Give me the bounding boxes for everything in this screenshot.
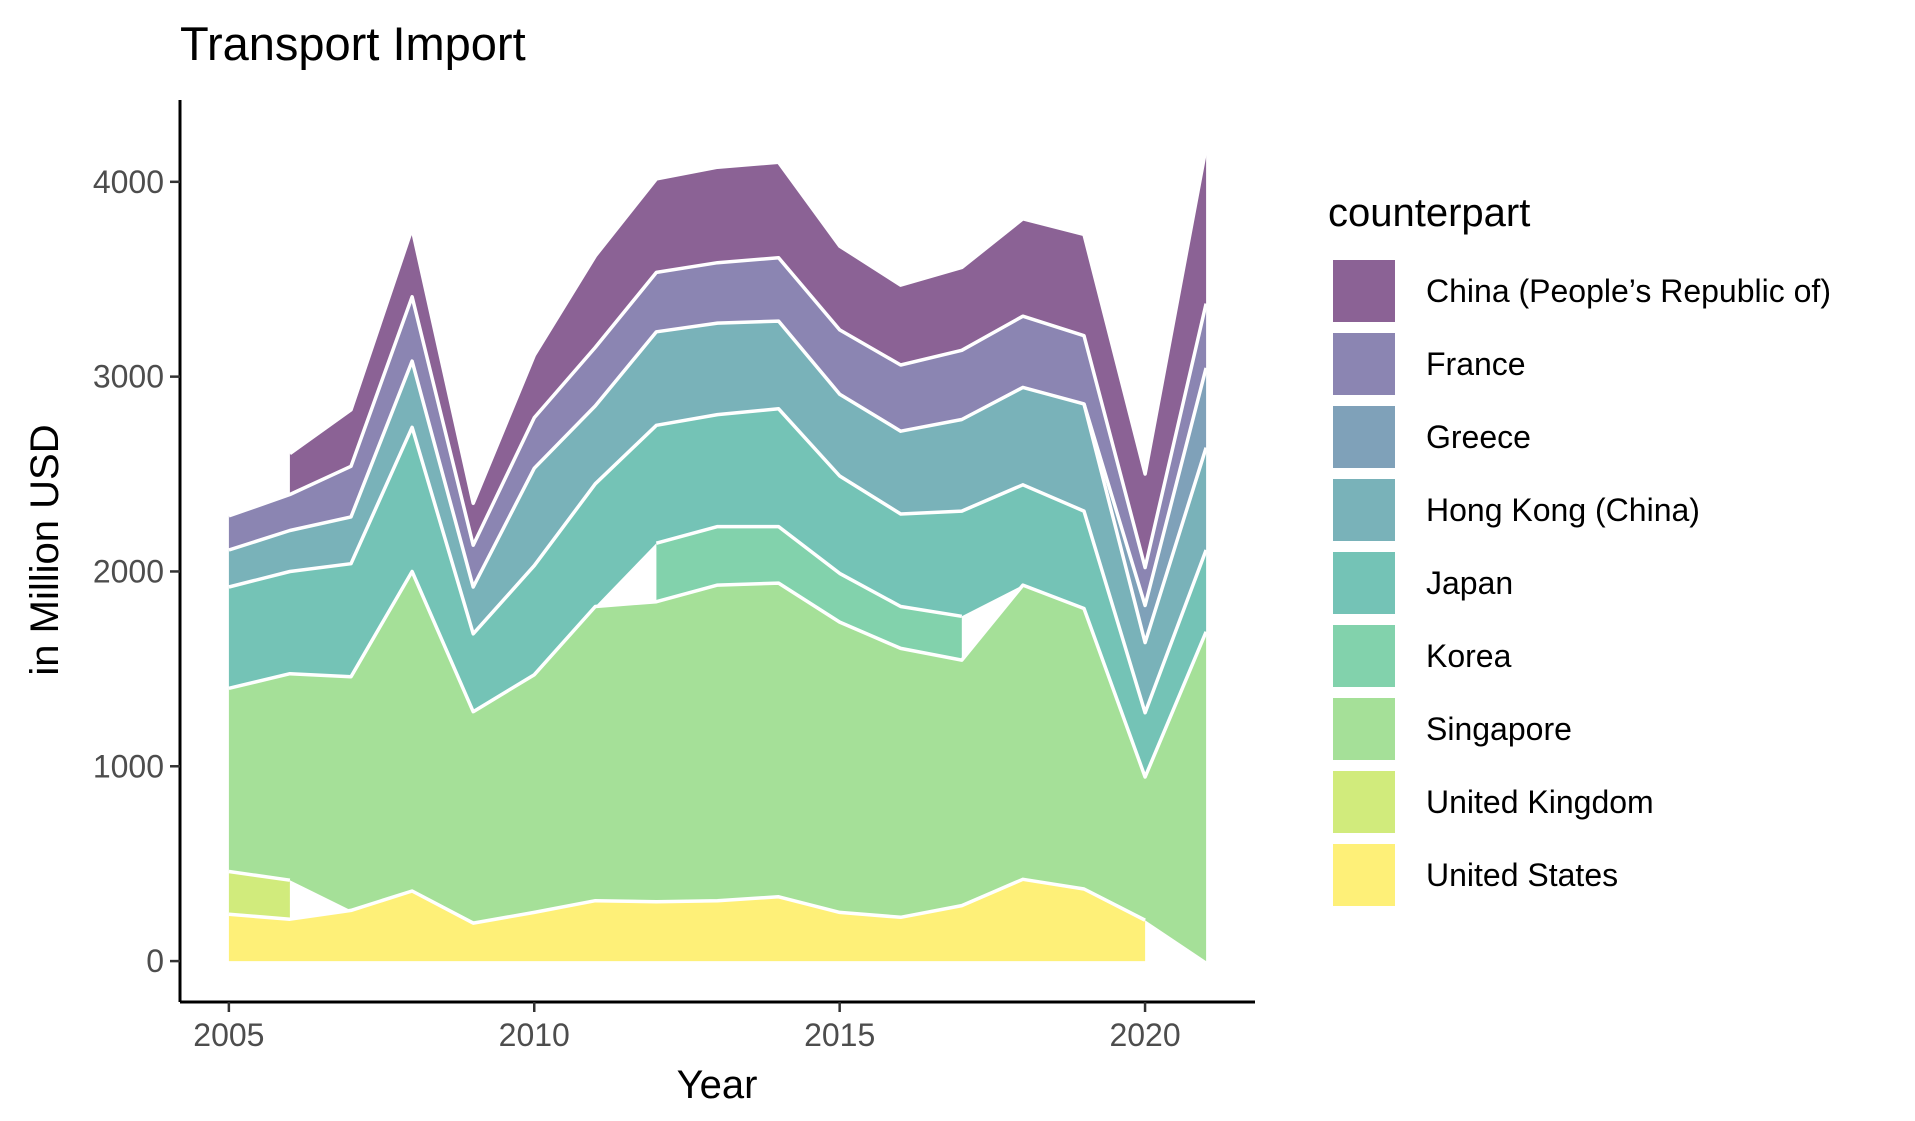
legend-key-greece xyxy=(1333,406,1395,468)
legend-label-france: France xyxy=(1426,346,1526,382)
boundary-singapore xyxy=(228,569,1208,779)
boundary-hong-kong-china xyxy=(228,319,1208,645)
legend-key-singapore xyxy=(1333,698,1395,760)
series-areas xyxy=(228,147,1207,962)
legend-label-united-kingdom: United Kingdom xyxy=(1426,784,1654,820)
legend-key-china-people-s-republic-of xyxy=(1333,260,1395,322)
y-tick-label: 1000 xyxy=(93,748,164,784)
boundary-united-kingdom xyxy=(228,869,291,882)
area-united-kingdom xyxy=(228,871,290,920)
x-axis-ticks: 2005 2010 2015 2020 xyxy=(193,1002,1181,1053)
area-hong-kong-china xyxy=(228,321,1207,713)
y-tick-label: 3000 xyxy=(93,359,164,395)
y-tick-label: 4000 xyxy=(93,164,164,200)
y-tick-label: 0 xyxy=(146,943,164,979)
x-axis-title: Year xyxy=(677,1063,758,1107)
legend-title: counterpart xyxy=(1328,191,1530,235)
x-tick-label: 2015 xyxy=(804,1017,875,1053)
boundary-china-people-s-republic-of xyxy=(288,147,1208,506)
y-tick-label: 2000 xyxy=(93,553,164,589)
legend-key-japan xyxy=(1333,552,1395,614)
area-japan xyxy=(228,408,1207,777)
area-greece xyxy=(1084,367,1207,643)
legend-key-korea xyxy=(1333,625,1395,687)
area-china-people-s-republic-of xyxy=(289,147,1207,568)
legend-key-france xyxy=(1333,333,1395,395)
legend-label-korea: Korea xyxy=(1426,638,1512,674)
boundary-france xyxy=(228,256,1208,570)
legend: counterpart China (People’s Republic of)… xyxy=(1328,191,1831,906)
legend-label-united-states: United States xyxy=(1426,857,1618,893)
legend-items: China (People’s Republic of) France Greece… xyxy=(1333,260,1831,906)
x-tick-label: 2020 xyxy=(1109,1017,1180,1053)
boundary-korea xyxy=(655,524,963,619)
series-boundaries xyxy=(228,147,1208,925)
area-singapore xyxy=(228,571,1207,962)
legend-key-united-kingdom xyxy=(1333,771,1395,833)
legend-label-hong-kong-china: Hong Kong (China) xyxy=(1426,492,1700,528)
legend-key-hong-kong-china xyxy=(1333,479,1395,541)
area-korea xyxy=(656,526,962,661)
y-axis-title: in Million USD xyxy=(23,424,67,675)
legend-label-singapore: Singapore xyxy=(1426,711,1572,747)
boundary-united-states xyxy=(228,877,1146,925)
boundary-japan xyxy=(228,407,1208,715)
legend-label-japan: Japan xyxy=(1426,565,1513,601)
y-axis-ticks: 0 1000 2000 3000 4000 xyxy=(93,164,180,979)
chart-title: Transport Import xyxy=(180,17,526,70)
x-tick-label: 2005 xyxy=(193,1017,264,1053)
area-united-states xyxy=(228,879,1146,962)
legend-label-china-people-s-republic-of: China (People’s Republic of) xyxy=(1426,273,1831,309)
x-tick-label: 2010 xyxy=(499,1017,570,1053)
legend-key-united-states xyxy=(1333,844,1395,906)
boundary-greece xyxy=(1082,367,1208,608)
legend-label-greece: Greece xyxy=(1426,419,1531,455)
